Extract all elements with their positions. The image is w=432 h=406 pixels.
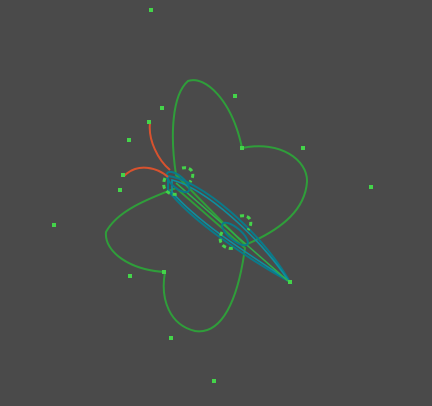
control-point[interactable]: [162, 270, 166, 274]
control-point[interactable]: [52, 223, 56, 227]
control-point[interactable]: [233, 94, 237, 98]
butterfly-wings[interactable]: [104, 79, 309, 333]
thorax-handle-arc[interactable]: [218, 231, 235, 250]
control-point[interactable]: [147, 120, 151, 124]
control-point[interactable]: [169, 336, 173, 340]
control-point[interactable]: [301, 146, 305, 150]
head-handle-arc-2[interactable]: [181, 166, 195, 183]
body-head[interactable]: [163, 168, 192, 195]
butterfly-antennae[interactable]: [123, 122, 171, 178]
selection-handles[interactable]: [162, 166, 253, 250]
body-thorax[interactable]: [219, 219, 251, 249]
control-point[interactable]: [369, 185, 373, 189]
antenna-lower[interactable]: [123, 166, 169, 178]
control-point[interactable]: [288, 280, 292, 284]
control-points[interactable]: [52, 8, 373, 383]
control-point[interactable]: [160, 106, 164, 110]
body-spine: [175, 182, 289, 282]
control-point[interactable]: [118, 188, 122, 192]
head-handle-arc[interactable]: [162, 177, 179, 196]
thorax-handle-arc-2[interactable]: [239, 214, 253, 231]
control-point[interactable]: [212, 379, 216, 383]
control-point[interactable]: [128, 274, 132, 278]
control-point[interactable]: [121, 173, 125, 177]
control-point[interactable]: [127, 138, 131, 142]
control-point[interactable]: [240, 146, 244, 150]
control-point[interactable]: [149, 8, 153, 12]
antenna-upper[interactable]: [148, 122, 171, 171]
